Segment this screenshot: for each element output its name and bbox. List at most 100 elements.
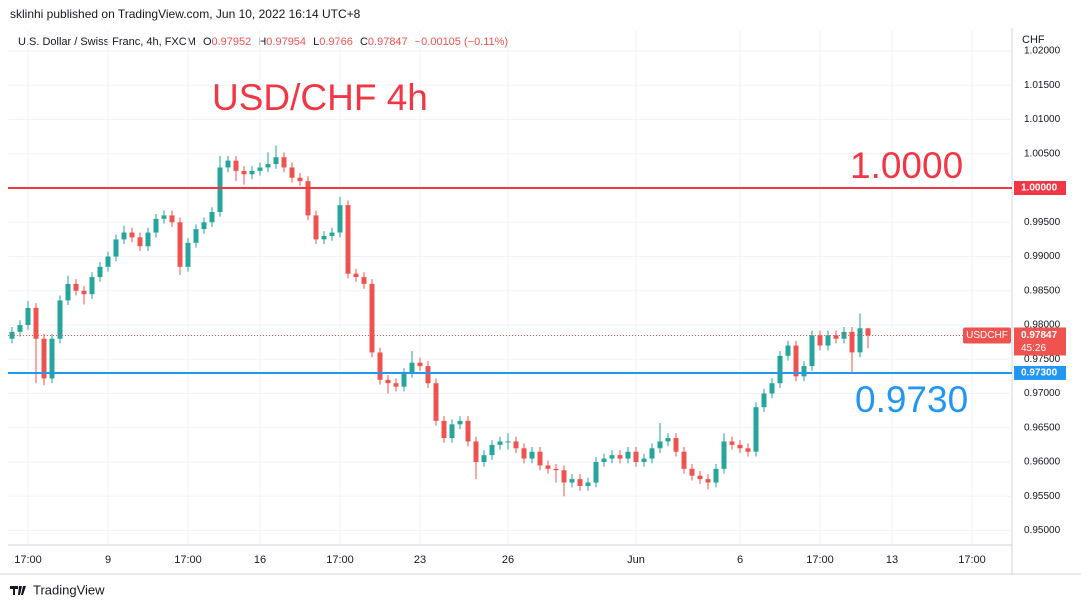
price-tag-label: 0.97847 bbox=[1021, 330, 1058, 341]
candle-body bbox=[169, 215, 175, 223]
candle-body bbox=[281, 157, 287, 168]
candle-body bbox=[729, 441, 735, 445]
publisher-line: sklinhi published on TradingView.com, Ju… bbox=[10, 7, 361, 21]
candle-body bbox=[785, 345, 791, 356]
candle-body bbox=[73, 283, 79, 291]
candle-body bbox=[721, 441, 727, 469]
candle-body bbox=[625, 451, 631, 459]
candle-body bbox=[657, 441, 663, 449]
candle-body bbox=[465, 420, 471, 442]
candle-body bbox=[137, 237, 143, 247]
candle-body bbox=[401, 372, 407, 387]
candle-body bbox=[81, 290, 87, 295]
candle-body bbox=[385, 379, 391, 384]
candle-body bbox=[273, 157, 279, 165]
candle-body bbox=[561, 470, 567, 483]
candle-body bbox=[761, 393, 767, 408]
y-tick-label: 0.99000 bbox=[1024, 251, 1061, 262]
candle-body bbox=[97, 266, 103, 278]
candle-body bbox=[161, 215, 167, 219]
ohlc-key: H bbox=[258, 36, 266, 48]
candle-body bbox=[809, 335, 815, 367]
x-tick-label: 17:00 bbox=[14, 554, 42, 566]
candle-body bbox=[217, 167, 223, 212]
candle-body bbox=[705, 479, 711, 483]
level-tag bbox=[1014, 181, 1066, 196]
candle-body bbox=[513, 441, 519, 449]
candle-body bbox=[833, 335, 839, 339]
ohlc-key: O bbox=[203, 36, 212, 48]
candle-body bbox=[665, 438, 671, 442]
candle-body bbox=[265, 164, 271, 168]
candle-body bbox=[849, 331, 855, 353]
candle-body bbox=[345, 205, 351, 274]
candle-body bbox=[617, 455, 623, 459]
candle-body bbox=[425, 366, 431, 384]
ohlc-value: 0.97954 bbox=[266, 36, 306, 48]
candle-body bbox=[57, 300, 63, 339]
candle-body bbox=[473, 441, 479, 462]
candle-body bbox=[121, 232, 127, 240]
ohlc-value: 0.97952 bbox=[212, 36, 252, 48]
candle-body bbox=[505, 441, 511, 443]
x-tick-label: 17:00 bbox=[958, 554, 986, 566]
candle-body bbox=[369, 283, 375, 353]
candle-body bbox=[249, 170, 255, 175]
countdown: 45:26 bbox=[1021, 343, 1046, 354]
candle-body bbox=[65, 283, 71, 301]
candle-body bbox=[713, 468, 719, 483]
legend: U.S. Dollar / Swiss Franc, 4h, FXCM O0.9… bbox=[18, 36, 508, 48]
y-tick-label: 0.95500 bbox=[1024, 491, 1061, 502]
candle-body bbox=[577, 479, 583, 486]
candle-body bbox=[321, 235, 327, 240]
symbol-tag-label: USDCHF bbox=[966, 330, 1008, 341]
candle-body bbox=[649, 448, 655, 459]
ohlc-key: L bbox=[313, 36, 319, 48]
candle-body bbox=[601, 458, 607, 462]
candle-body bbox=[209, 211, 215, 223]
annotation: USD/CHF 4h bbox=[212, 77, 428, 118]
candle-body bbox=[777, 355, 783, 384]
candle-body bbox=[641, 458, 647, 462]
candle-body bbox=[17, 325, 23, 332]
y-tick-label: 0.96500 bbox=[1024, 422, 1061, 433]
level-tag bbox=[1014, 365, 1066, 380]
y-tick-label: 0.97500 bbox=[1024, 354, 1061, 365]
candle-body bbox=[129, 232, 135, 238]
candle-body bbox=[745, 448, 751, 452]
candle-body bbox=[481, 455, 487, 462]
y-tick-label: 1.01500 bbox=[1024, 80, 1061, 91]
candle-body bbox=[529, 451, 535, 459]
candle-body bbox=[257, 167, 263, 171]
candle-body bbox=[769, 383, 775, 394]
candle-body bbox=[793, 345, 799, 377]
y-tick-label: 0.99500 bbox=[1024, 217, 1061, 228]
candle-body bbox=[105, 256, 111, 267]
x-tick-label: 17:00 bbox=[326, 554, 354, 566]
y-tick-label: 0.98000 bbox=[1024, 320, 1061, 331]
candle-body bbox=[681, 451, 687, 469]
candle-body bbox=[33, 307, 39, 339]
candle-body bbox=[697, 475, 703, 480]
candle-body bbox=[313, 215, 319, 240]
candle-body bbox=[89, 277, 95, 295]
candle-body bbox=[145, 232, 151, 247]
candle-body bbox=[865, 328, 871, 336]
candle-body bbox=[225, 160, 231, 168]
candle-body bbox=[337, 205, 343, 233]
candle-body bbox=[545, 465, 551, 469]
change: −0.00105 (−0.11%) bbox=[415, 36, 508, 48]
y-tick-label: 1.00500 bbox=[1024, 148, 1061, 159]
y-tick-label: 0.97000 bbox=[1024, 388, 1061, 399]
candle-body bbox=[25, 307, 31, 325]
candle-body bbox=[609, 455, 615, 459]
candle-body bbox=[737, 444, 743, 449]
x-tick-label: 23 bbox=[414, 554, 426, 566]
currency: CHF bbox=[1022, 34, 1045, 46]
candle-body bbox=[233, 160, 239, 171]
candle-body bbox=[489, 444, 495, 456]
candle-body bbox=[377, 352, 383, 380]
footer-logo bbox=[10, 586, 26, 595]
